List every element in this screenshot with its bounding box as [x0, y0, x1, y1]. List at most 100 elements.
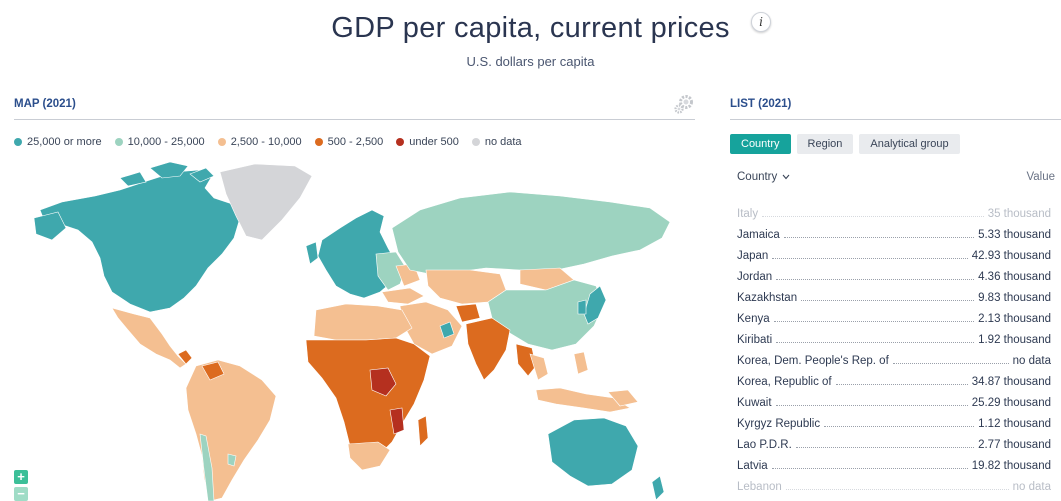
- list-item-value: 2.13 thousand: [978, 312, 1051, 325]
- map-region-middle-east[interactable]: [399, 301, 463, 355]
- map-region-east-africa[interactable]: [369, 367, 397, 397]
- map-region-alaska[interactable]: [33, 211, 67, 241]
- gear-icon[interactable]: [673, 93, 695, 115]
- legend-swatch: [14, 138, 22, 146]
- map-region-new-zealand[interactable]: [651, 475, 665, 501]
- country-value-list[interactable]: Italy 35 thousand Jamaica 5.33 thousand …: [737, 188, 1051, 501]
- legend-swatch: [471, 138, 480, 146]
- map-region-eastern-europe[interactable]: [375, 251, 407, 291]
- list-item-value: no data: [1012, 354, 1051, 367]
- list-item-leader: [773, 321, 975, 322]
- list-item[interactable]: Kenya 2.13 thousand: [737, 308, 1051, 329]
- map-region-gulf-states[interactable]: [439, 321, 455, 339]
- list-item[interactable]: Lebanon no data: [737, 476, 1051, 497]
- list-item[interactable]: Kuwait 25.29 thousand: [737, 392, 1051, 413]
- map-region-southeast-asia[interactable]: [515, 343, 537, 377]
- legend-item[interactable]: under 500: [396, 136, 459, 148]
- map-heading-divider: [14, 119, 695, 120]
- zoom-in-button[interactable]: +: [14, 470, 28, 484]
- legend-label: under 500: [409, 136, 459, 148]
- list-item-value: 1.92 thousand: [978, 333, 1051, 346]
- map-region-mozambique[interactable]: [389, 407, 405, 435]
- list-item-leader: [835, 384, 968, 385]
- list-item[interactable]: Kazakhstan 9.83 thousand: [737, 287, 1051, 308]
- list-item-leader: [783, 237, 975, 238]
- map-heading: MAP (2021): [14, 98, 76, 110]
- map-region-philippines[interactable]: [573, 351, 589, 375]
- list-item-country: Lao P.D.R.: [737, 438, 792, 451]
- legend-item[interactable]: 10,000 - 25,000: [114, 136, 205, 148]
- map-region-south-america[interactable]: [185, 359, 277, 501]
- tab-country[interactable]: Country: [730, 134, 791, 154]
- list-item-value: 2.77 thousand: [978, 438, 1051, 451]
- legend-swatch: [396, 138, 405, 146]
- map-region-turkey[interactable]: [381, 287, 425, 305]
- list-item[interactable]: Jamaica 5.33 thousand: [737, 224, 1051, 245]
- list-item[interactable]: Latvia 19.82 thousand: [737, 455, 1051, 476]
- legend-item[interactable]: 500 - 2,500: [314, 136, 384, 148]
- map-region-afghanistan[interactable]: [455, 303, 481, 323]
- world-map[interactable]: [0, 158, 690, 501]
- list-item-value: 25.29 thousand: [971, 396, 1051, 409]
- list-item-leader: [795, 447, 975, 448]
- list-item-value: no data: [1012, 480, 1051, 493]
- list-item-country: Jordan: [737, 270, 773, 283]
- map-region-india[interactable]: [465, 317, 511, 381]
- map-region-korea[interactable]: [577, 299, 587, 315]
- list-item[interactable]: Italy 35 thousand: [737, 203, 1051, 224]
- map-region-north-africa[interactable]: [313, 303, 413, 341]
- map-region-thailand[interactable]: [529, 353, 549, 381]
- map-region-north-america[interactable]: [39, 169, 241, 313]
- legend-item[interactable]: no data: [471, 136, 522, 148]
- map-region-uk-ireland[interactable]: [305, 241, 319, 265]
- list-item-value: 5.33 thousand: [978, 228, 1051, 241]
- tab-analytical-group[interactable]: Analytical group: [859, 134, 960, 154]
- map-region-australia[interactable]: [547, 417, 639, 487]
- list-item-country: Jamaica: [737, 228, 780, 241]
- zoom-out-button[interactable]: −: [14, 487, 28, 501]
- list-heading: LIST (2021): [730, 98, 792, 110]
- list-item-value: 19.82 thousand: [971, 459, 1051, 472]
- list-item[interactable]: Kyrgyz Republic 1.12 thousand: [737, 413, 1051, 434]
- list-item-leader: [776, 342, 975, 343]
- tab-region[interactable]: Region: [796, 134, 854, 154]
- map-region-southern-africa[interactable]: [347, 441, 391, 471]
- map-region-uruguay[interactable]: [227, 453, 237, 467]
- list-item-leader: [892, 363, 1009, 364]
- map-region-caribbean[interactable]: [177, 349, 193, 365]
- legend-swatch: [314, 138, 323, 146]
- map-region-mexico[interactable]: [111, 307, 187, 369]
- value-column-label[interactable]: Value: [1026, 171, 1055, 183]
- page-title: GDP per capita, current prices: [331, 12, 730, 44]
- list-item-value: 9.83 thousand: [978, 291, 1051, 304]
- map-region-chile[interactable]: [199, 433, 215, 501]
- list-item[interactable]: Jordan 4.36 thousand: [737, 266, 1051, 287]
- map-region-canada-islands[interactable]: [119, 161, 215, 187]
- map-region-indonesia[interactable]: [535, 387, 631, 413]
- list-item[interactable]: Lao P.D.R. 2.77 thousand: [737, 434, 1051, 455]
- list-item-leader: [762, 216, 984, 217]
- map-region-venezuela[interactable]: [201, 361, 225, 381]
- list-item-leader: [775, 405, 968, 406]
- list-item-country: Kuwait: [737, 396, 772, 409]
- map-region-papua-new-guinea[interactable]: [607, 389, 639, 407]
- list-item-country: Kazakhstan: [737, 291, 798, 304]
- list-item-leader: [801, 300, 975, 301]
- info-icon[interactable]: i: [751, 12, 771, 32]
- list-item-value: 42.93 thousand: [971, 249, 1051, 262]
- map-region-russia[interactable]: [391, 191, 671, 275]
- country-sort-header[interactable]: Country: [737, 171, 790, 183]
- legend-item[interactable]: 2,500 - 10,000: [217, 136, 302, 148]
- map-region-greenland[interactable]: [219, 163, 313, 241]
- list-item[interactable]: Korea, Dem. People's Rep. of no data: [737, 350, 1051, 371]
- list-item-country: Kenya: [737, 312, 770, 325]
- list-item[interactable]: Kiribati 1.92 thousand: [737, 329, 1051, 350]
- list-item-value: 35 thousand: [987, 207, 1051, 220]
- map-region-madagascar[interactable]: [417, 415, 429, 447]
- legend-label: 500 - 2,500: [327, 136, 384, 148]
- list-item[interactable]: Japan 42.93 thousand: [737, 245, 1051, 266]
- legend-item[interactable]: 25,000 or more: [14, 136, 102, 148]
- legend-label: 10,000 - 25,000: [127, 136, 205, 148]
- list-item[interactable]: Korea, Republic of 34.87 thousand: [737, 371, 1051, 392]
- list-item-country: Korea, Republic of: [737, 375, 832, 388]
